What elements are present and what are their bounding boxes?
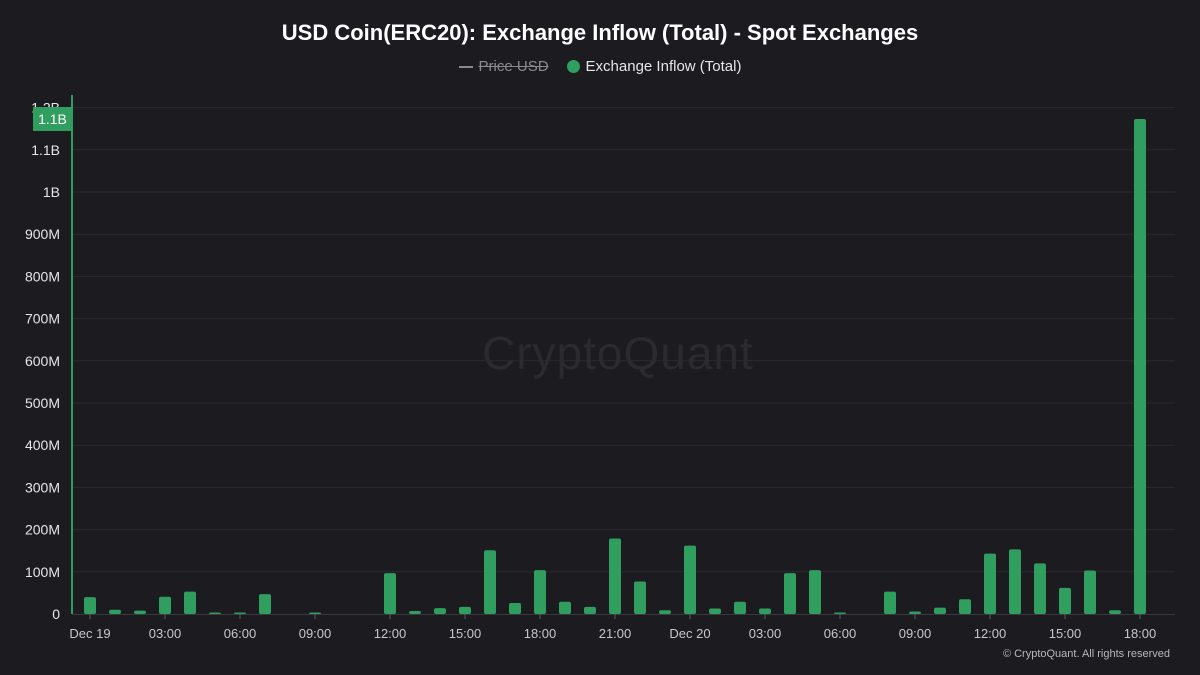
legend-label: Price USD	[478, 58, 549, 75]
x-tick-label: 15:00	[449, 626, 482, 641]
x-tick-label: Dec 20	[669, 626, 710, 641]
y-tick-label: 800M	[25, 268, 60, 284]
bar[interactable]	[484, 550, 496, 614]
bar[interactable]	[784, 573, 796, 614]
x-tick-label: 18:00	[1124, 626, 1157, 641]
crosshair-label-bg	[33, 106, 72, 131]
line-icon	[458, 65, 473, 68]
bar[interactable]	[984, 553, 996, 614]
bar[interactable]	[109, 609, 121, 614]
bar[interactable]	[959, 599, 971, 614]
dot-icon	[566, 60, 580, 73]
crosshair-label: 1.1B	[38, 111, 67, 127]
bar[interactable]	[634, 581, 646, 614]
bar[interactable]	[584, 606, 596, 614]
bar[interactable]	[409, 611, 421, 614]
y-tick-label: 300M	[25, 479, 60, 495]
x-tick-label: 09:00	[899, 626, 932, 641]
bar[interactable]	[1084, 570, 1096, 614]
bar[interactable]	[659, 610, 671, 614]
x-tick-label: 09:00	[299, 626, 332, 641]
x-tick-label: 06:00	[824, 626, 857, 641]
y-tick-label: 1.2B	[31, 100, 60, 116]
x-tick-label: 21:00	[599, 626, 632, 641]
copyright-notice: © CryptoQuant. All rights reserved	[1002, 648, 1170, 660]
x-tick-label: 12:00	[374, 626, 407, 641]
watermark: CryptoQuant	[482, 327, 754, 379]
x-tick-label: 03:00	[749, 626, 782, 641]
x-tick-label: 06:00	[224, 626, 257, 641]
x-tick-label: 18:00	[524, 626, 557, 641]
y-tick-label: 200M	[25, 522, 60, 538]
y-tick-label: 600M	[25, 353, 60, 369]
bar[interactable]	[609, 538, 621, 614]
bar[interactable]	[834, 612, 846, 615]
y-tick-label: 700M	[25, 311, 60, 327]
bar[interactable]	[559, 601, 571, 614]
bar[interactable]	[209, 612, 221, 615]
bar[interactable]	[709, 608, 721, 614]
legend-item-price-usd[interactable]: Price USD	[458, 58, 549, 75]
bar[interactable]	[434, 608, 446, 614]
bar[interactable]	[1009, 549, 1021, 614]
chart-legend: Price USD Exchange Inflow (Total)	[0, 58, 1200, 75]
bar[interactable]	[1109, 610, 1121, 614]
y-tick-label: 1B	[43, 184, 60, 200]
bar[interactable]	[809, 570, 821, 614]
bar[interactable]	[909, 611, 921, 614]
y-tick-label: 1.1B	[31, 142, 60, 158]
bar[interactable]	[259, 594, 271, 614]
bar[interactable]	[84, 597, 96, 614]
bar[interactable]	[234, 612, 246, 615]
bar[interactable]	[934, 607, 946, 614]
x-tick-label: 12:00	[974, 626, 1007, 641]
x-tick-label: 03:00	[149, 626, 182, 641]
bar[interactable]	[459, 606, 471, 614]
y-tick-label: 100M	[25, 564, 60, 580]
legend-label: Exchange Inflow (Total)	[585, 58, 742, 75]
bar[interactable]	[884, 591, 896, 614]
bar[interactable]	[309, 612, 321, 615]
bar[interactable]	[384, 573, 396, 614]
x-tick-label: Dec 19	[69, 626, 110, 641]
bar[interactable]	[1134, 118, 1146, 614]
bar[interactable]	[509, 603, 521, 614]
chart-title: USD Coin(ERC20): Exchange Inflow (Total)…	[281, 20, 919, 45]
y-tick-label: 0	[52, 606, 60, 622]
bar[interactable]	[159, 596, 171, 614]
bar[interactable]	[1034, 563, 1046, 614]
bar[interactable]	[134, 610, 146, 614]
bar[interactable]	[734, 601, 746, 614]
y-tick-label: 500M	[25, 395, 60, 411]
bar[interactable]	[1059, 587, 1071, 614]
y-tick-label: 900M	[25, 226, 60, 242]
bar[interactable]	[184, 591, 196, 614]
bar[interactable]	[534, 570, 546, 614]
y-tick-label: 400M	[25, 437, 60, 453]
legend-item-exchange-inflow[interactable]: Exchange Inflow (Total)	[566, 58, 742, 75]
x-tick-label: 15:00	[1049, 626, 1082, 641]
bar[interactable]	[684, 545, 696, 614]
bar[interactable]	[759, 608, 771, 614]
